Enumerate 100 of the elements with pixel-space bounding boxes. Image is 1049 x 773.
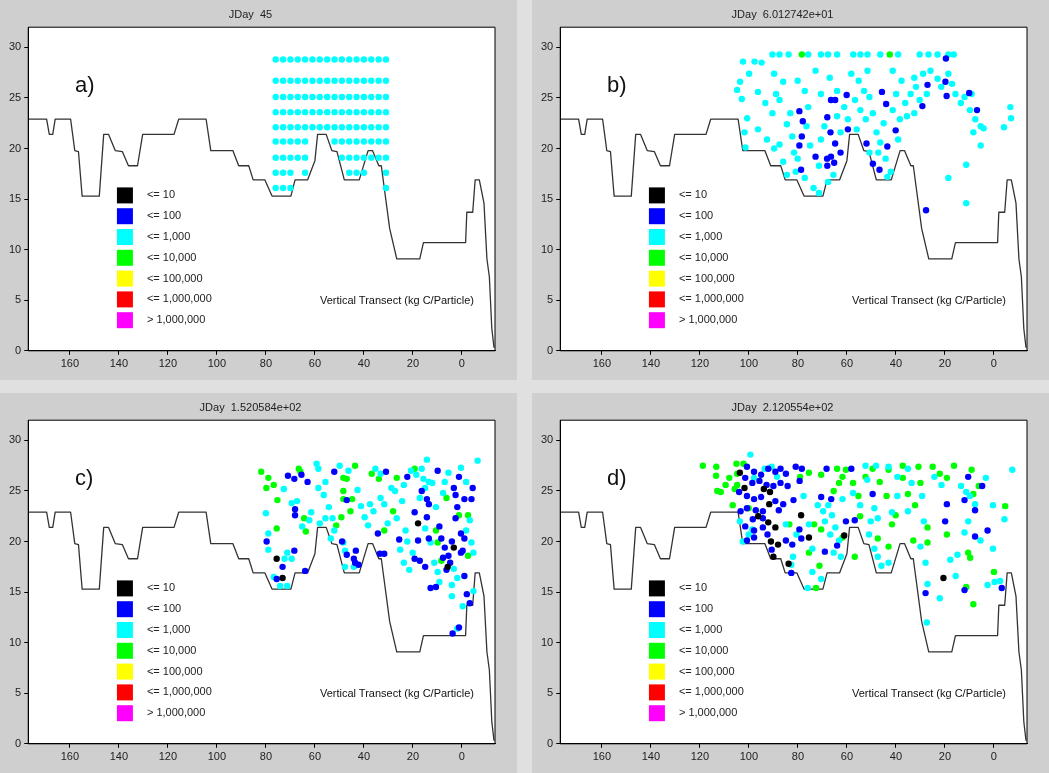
point (797, 166, 805, 173)
chart-title: JDay 45 (228, 7, 273, 20)
point (766, 500, 773, 508)
y-tick-label: 20 (8, 534, 22, 547)
y-tick-label: 15 (8, 585, 22, 598)
x-tick-label: 140 (109, 750, 129, 763)
y-tick-label: 0 (547, 343, 554, 356)
y-tick-label: 0 (15, 736, 22, 749)
point (878, 88, 886, 96)
y-tick-label: 10 (8, 635, 22, 648)
x-tick-label: 40 (889, 750, 903, 763)
y-tick-label: 20 (540, 534, 554, 547)
point (824, 114, 831, 121)
legend-label: <= 1,000 (678, 623, 723, 636)
y-tick-label: 15 (8, 192, 22, 205)
x-tick-label: 40 (357, 357, 371, 370)
point (258, 468, 265, 475)
y-tick-label: 15 (540, 192, 554, 205)
point (389, 508, 397, 515)
point (831, 140, 839, 147)
x-tick-label: 60 (840, 750, 854, 763)
legend-label: <= 1,000,000 (146, 685, 212, 698)
x-tick-label: 0 (458, 357, 465, 370)
legend-label: <= 10 (678, 188, 708, 201)
legend-label: <= 1,000 (678, 230, 723, 243)
legend-label: <= 1,000,000 (678, 685, 744, 698)
point (830, 159, 838, 166)
x-tick-label: 160 (592, 357, 612, 370)
chart-title: JDay 6.012742e+01 (731, 7, 834, 20)
legend-label: <= 10 (678, 581, 708, 594)
x-tick-label: 140 (109, 357, 129, 370)
chart-title: JDay 2.120554e+02 (731, 400, 834, 413)
legend-label: <= 10,000 (678, 250, 729, 263)
annotation: a) (74, 71, 95, 97)
y-tick-label: 0 (547, 736, 554, 749)
x-tick-label: 60 (308, 357, 322, 370)
x-tick-label: 0 (990, 750, 997, 763)
point (274, 496, 281, 504)
point (279, 574, 286, 582)
annotation: Vertical Transect (kg C/Particle) (319, 293, 474, 306)
y-tick-label: 30 (8, 433, 22, 446)
point (884, 143, 891, 150)
x-tick-label: 40 (889, 357, 903, 370)
point (824, 162, 831, 169)
y-tick-label: 20 (540, 141, 554, 154)
point (973, 106, 981, 114)
point (766, 488, 774, 496)
point (943, 92, 950, 100)
legend-label: <= 10 (146, 188, 176, 201)
x-tick-label: 20 (938, 357, 952, 370)
point (876, 166, 883, 173)
x-tick-label: 100 (207, 357, 227, 370)
x-tick-label: 80 (259, 750, 273, 763)
point (798, 51, 806, 58)
legend-label: > 1,000,000 (678, 706, 738, 719)
point (805, 534, 813, 541)
point (882, 100, 890, 108)
x-tick-label: 100 (739, 750, 759, 763)
legend-label: <= 1,000,000 (678, 292, 744, 305)
legend-label: <= 100,000 (678, 271, 735, 284)
x-tick-label: 80 (791, 750, 805, 763)
point (812, 153, 819, 160)
y-tick-label: 25 (540, 91, 554, 104)
point (755, 513, 762, 520)
legend-label: > 1,000,000 (146, 706, 206, 719)
point (263, 484, 270, 492)
legend-label: <= 100 (678, 602, 714, 615)
y-tick-label: 10 (8, 242, 22, 255)
point (827, 153, 835, 160)
x-tick-label: 120 (690, 357, 710, 370)
point (765, 519, 772, 526)
point (843, 91, 850, 99)
point (827, 129, 834, 136)
x-tick-label: 120 (158, 357, 178, 370)
point (340, 487, 347, 495)
y-tick-label: 5 (547, 686, 554, 699)
point (270, 481, 277, 489)
x-tick-label: 60 (840, 357, 854, 370)
legend-label: <= 1,000 (146, 623, 191, 636)
annotation: b) (606, 71, 627, 97)
x-tick-label: 100 (207, 750, 227, 763)
x-tick-label: 0 (990, 357, 997, 370)
annotation: c) (74, 464, 94, 490)
point (942, 78, 949, 86)
point (863, 140, 870, 147)
x-tick-label: 120 (690, 750, 710, 763)
point (393, 474, 400, 482)
x-tick-label: 0 (458, 750, 465, 763)
point (351, 462, 359, 469)
x-tick-label: 140 (641, 750, 661, 763)
point (434, 539, 441, 546)
y-tick-label: 30 (540, 40, 554, 53)
point (942, 55, 950, 62)
legend-label: <= 100,000 (146, 271, 203, 284)
point (922, 207, 930, 214)
legend-label: <= 100,000 (678, 664, 735, 677)
x-tick-label: 20 (406, 357, 420, 370)
x-tick-label: 40 (357, 750, 371, 763)
point (892, 127, 899, 134)
point (273, 525, 280, 532)
